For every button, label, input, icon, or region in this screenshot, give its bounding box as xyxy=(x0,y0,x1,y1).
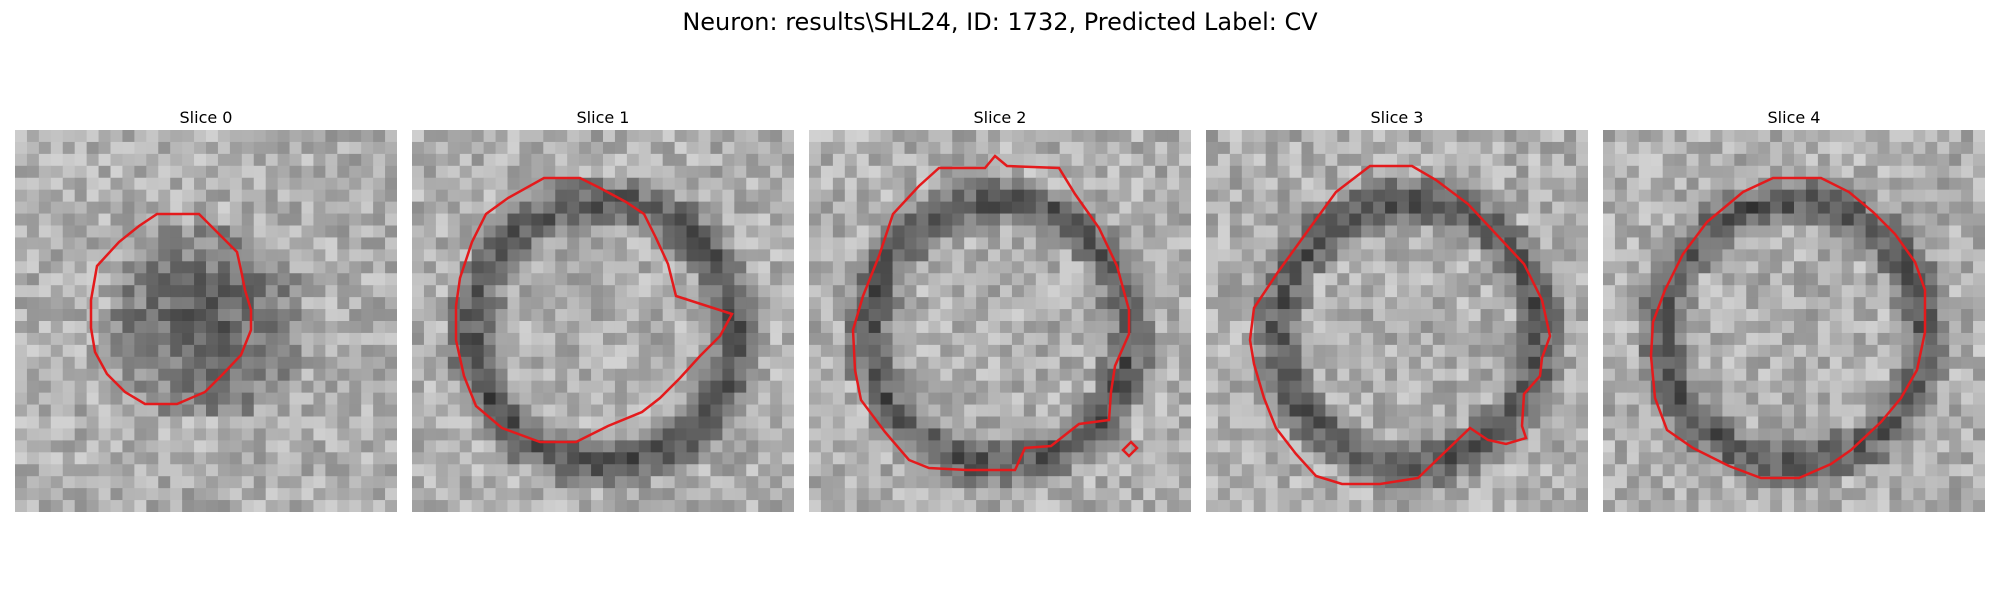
vesicle-contour xyxy=(454,176,734,444)
slice-title: Slice 2 xyxy=(973,108,1027,127)
slice-panel-4: Slice 4 xyxy=(1603,108,1985,512)
slice-title: Slice 3 xyxy=(1370,108,1424,127)
slice-image xyxy=(412,130,794,512)
slice-image xyxy=(809,130,1191,512)
slice-panel-2: Slice 2 xyxy=(809,108,1191,512)
vesicle-contour xyxy=(1649,176,1927,480)
vesicle-contour xyxy=(851,154,1139,472)
figure-title: Neuron: results\SHL24, ID: 1732, Predict… xyxy=(682,8,1318,36)
slice-image xyxy=(1603,130,1985,512)
slice-panel-0: Slice 0 xyxy=(15,108,397,512)
slice-image xyxy=(15,130,397,512)
slice-title: Slice 4 xyxy=(1767,108,1821,127)
vesicle-contour xyxy=(1248,164,1552,486)
slice-panel-3: Slice 3 xyxy=(1206,108,1588,512)
slice-title: Slice 1 xyxy=(576,108,630,127)
vesicle-contour xyxy=(89,212,253,406)
slice-title: Slice 0 xyxy=(179,108,233,127)
slice-panel-1: Slice 1 xyxy=(412,108,794,512)
slice-image xyxy=(1206,130,1588,512)
